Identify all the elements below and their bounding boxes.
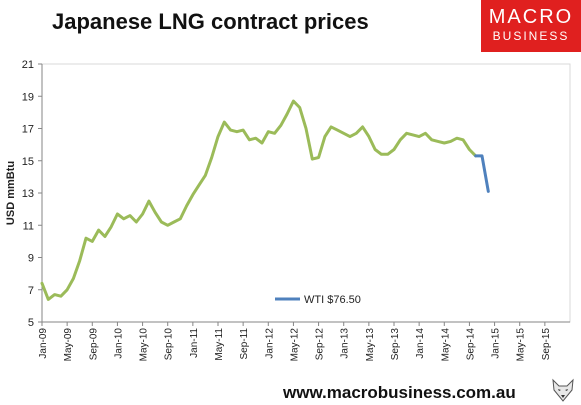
x-tick-label: Jan-10 [113, 328, 124, 359]
x-tick-label: Jan-13 [340, 328, 351, 359]
x-tick-label: Jan-11 [189, 328, 200, 358]
legend-label-wti: WTI $76.50 [304, 294, 361, 306]
lng-price-chart: 5 7 9 11 13 15 17 19 21 USD mmBtu Jan-09 May-09 Sep-… [5, 59, 571, 362]
logo-line-2: BUSINESS [492, 29, 570, 43]
y-axis-label: USD mmBtu [5, 161, 17, 225]
y-tick-label: 19 [22, 91, 34, 103]
y-tick-label: 17 [22, 124, 34, 136]
x-tick-label: May-09 [63, 328, 74, 362]
x-tick-label: Sep-15 [541, 328, 552, 361]
x-tick-label: May-14 [440, 328, 451, 362]
x-tick-label: Sep-14 [465, 328, 476, 361]
x-tick-label: Sep-13 [390, 328, 401, 361]
y-tick-label: 11 [23, 220, 34, 232]
y-tick-label: 5 [28, 317, 34, 329]
logo-line-1: MACRO [488, 6, 574, 28]
x-tick-label: May-10 [139, 328, 150, 362]
y-tick-label: 13 [22, 188, 34, 200]
y-tick-label: 21 [22, 59, 34, 71]
x-tick-label: Sep-11 [239, 328, 250, 360]
x-tick-label: Sep-12 [315, 328, 326, 361]
x-tick-label: Jan-15 [491, 328, 502, 359]
x-tick-label: Jan-14 [415, 328, 426, 359]
macrobusiness-logo: MACRO BUSINESS [481, 0, 581, 52]
x-tick-label: Sep-10 [164, 328, 175, 361]
x-tick-label: May-11 [214, 328, 225, 361]
y-tick-label: 9 [28, 253, 34, 265]
x-tick-label: May-12 [289, 328, 300, 362]
y-tick-label: 15 [22, 156, 34, 168]
x-tick-label: Jan-12 [264, 328, 275, 359]
chart-title: Japanese LNG contract prices [52, 9, 369, 34]
x-tick-label: May-13 [365, 328, 376, 362]
x-tick-label: May-15 [516, 328, 527, 362]
x-tick-label: Sep-09 [88, 328, 99, 361]
plot-area [41, 63, 571, 323]
footer-url[interactable]: www.macrobusiness.com.au [283, 383, 516, 402]
x-tick-label: Jan-09 [38, 328, 49, 359]
y-tick-label: 7 [28, 285, 34, 297]
wti-line [474, 154, 490, 193]
lng-price-line [40, 99, 478, 301]
wolf-logo-icon [552, 378, 574, 402]
